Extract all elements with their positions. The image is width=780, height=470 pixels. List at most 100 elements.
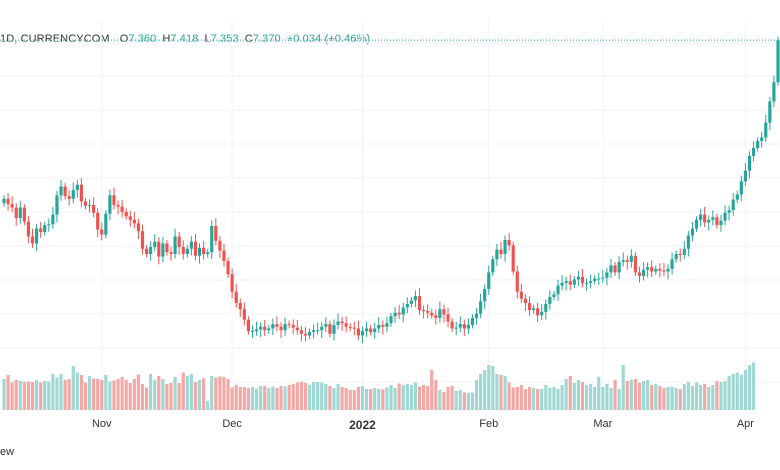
candle-body: [519, 291, 523, 299]
volume-bar: [413, 382, 418, 410]
volume-bar: [613, 380, 617, 410]
candle-body: [625, 260, 629, 262]
candle-body: [605, 272, 609, 278]
candle-body: [401, 307, 405, 315]
candle-body: [564, 281, 568, 283]
volume-bar: [14, 380, 18, 410]
volume-bar: [409, 385, 413, 410]
candle-body: [369, 328, 373, 332]
candle-body: [450, 321, 454, 329]
candle-body: [238, 303, 242, 310]
candle-body: [466, 324, 470, 329]
candle-body: [373, 328, 377, 332]
volume-bar: [75, 372, 79, 410]
candle-body: [51, 214, 55, 225]
volume-bar: [104, 375, 108, 410]
candle-body: [67, 196, 71, 199]
candle-body: [303, 333, 308, 336]
volume-bar: [747, 365, 752, 410]
volume-bar: [185, 376, 189, 410]
volume-bar: [369, 389, 373, 410]
candle-body: [328, 324, 332, 334]
volume-bar: [552, 387, 556, 410]
candle-body: [621, 260, 625, 262]
candle-body: [536, 308, 540, 316]
volume-bar: [181, 372, 185, 410]
candle-body: [511, 245, 515, 272]
volume-bar: [454, 391, 458, 410]
candle-body: [442, 309, 446, 315]
candle-body: [405, 303, 409, 308]
candle-body: [299, 330, 303, 334]
volume-bar: [157, 376, 161, 410]
volume-bar: [336, 384, 340, 410]
volume-bar: [450, 386, 454, 410]
candle-body: [120, 206, 124, 212]
volume-bar: [536, 389, 540, 410]
candle-body: [495, 249, 499, 260]
candle-body: [312, 330, 316, 332]
candle-body: [593, 278, 597, 282]
candle-body: [344, 323, 348, 327]
volume-bar: [548, 388, 552, 410]
candle-body: [617, 261, 621, 273]
candle-body: [360, 331, 365, 336]
volume-bar: [59, 374, 63, 410]
candle-body: [193, 241, 198, 256]
volume-bar: [576, 380, 580, 410]
candle-body: [96, 212, 100, 230]
volume-bar: [360, 386, 365, 410]
candle-body: [731, 199, 735, 211]
volume-bar: [39, 382, 43, 410]
volume-bar: [51, 374, 55, 410]
volume-bar: [527, 387, 532, 410]
volume-bar: [654, 384, 658, 410]
volume-bar: [580, 382, 585, 410]
volume-bar: [605, 384, 609, 410]
candle-body: [307, 332, 312, 336]
candle-body: [316, 330, 320, 332]
candle-body: [666, 268, 670, 272]
candle-body: [707, 219, 711, 223]
candle-body: [580, 276, 585, 283]
volume-bar: [373, 388, 377, 410]
volume-bar: [320, 382, 324, 410]
candle-body: [381, 324, 385, 327]
volume-bar: [491, 366, 495, 410]
volume-bar: [389, 385, 393, 410]
volume-bar: [193, 382, 198, 410]
candle-body: [35, 228, 39, 244]
candle-body: [177, 236, 181, 247]
candle-body: [417, 296, 422, 311]
candle-body: [100, 229, 104, 235]
candle-body: [75, 184, 79, 191]
candle-body: [39, 228, 43, 233]
candle-body: [764, 122, 768, 138]
candle-body: [210, 225, 214, 253]
volume-bar: [430, 370, 434, 410]
volume-bar: [483, 370, 487, 410]
candle-body: [87, 204, 92, 206]
x-tick-label-2022: 2022: [349, 418, 376, 432]
volume-bar: [646, 380, 650, 410]
candle-body: [165, 243, 169, 253]
volume-bar: [426, 386, 430, 410]
x-tick-label-mar: Mar: [593, 418, 613, 430]
volume-bar: [507, 382, 511, 410]
volume-bar: [287, 385, 291, 410]
candle-body: [348, 326, 352, 328]
x-tick-label-feb: Feb: [479, 418, 499, 430]
volume-bar: [487, 365, 491, 410]
candle-body: [397, 312, 401, 315]
volume-bar: [63, 380, 67, 410]
volume-bar: [92, 378, 96, 410]
volume-bar: [666, 387, 670, 410]
volume-bar: [242, 387, 246, 410]
candle-body: [633, 255, 638, 273]
candle-body: [454, 327, 458, 329]
volume-bar: [560, 385, 564, 410]
volume-bar: [291, 384, 295, 410]
close-label: C: [244, 33, 253, 45]
high-label: H: [162, 33, 171, 45]
